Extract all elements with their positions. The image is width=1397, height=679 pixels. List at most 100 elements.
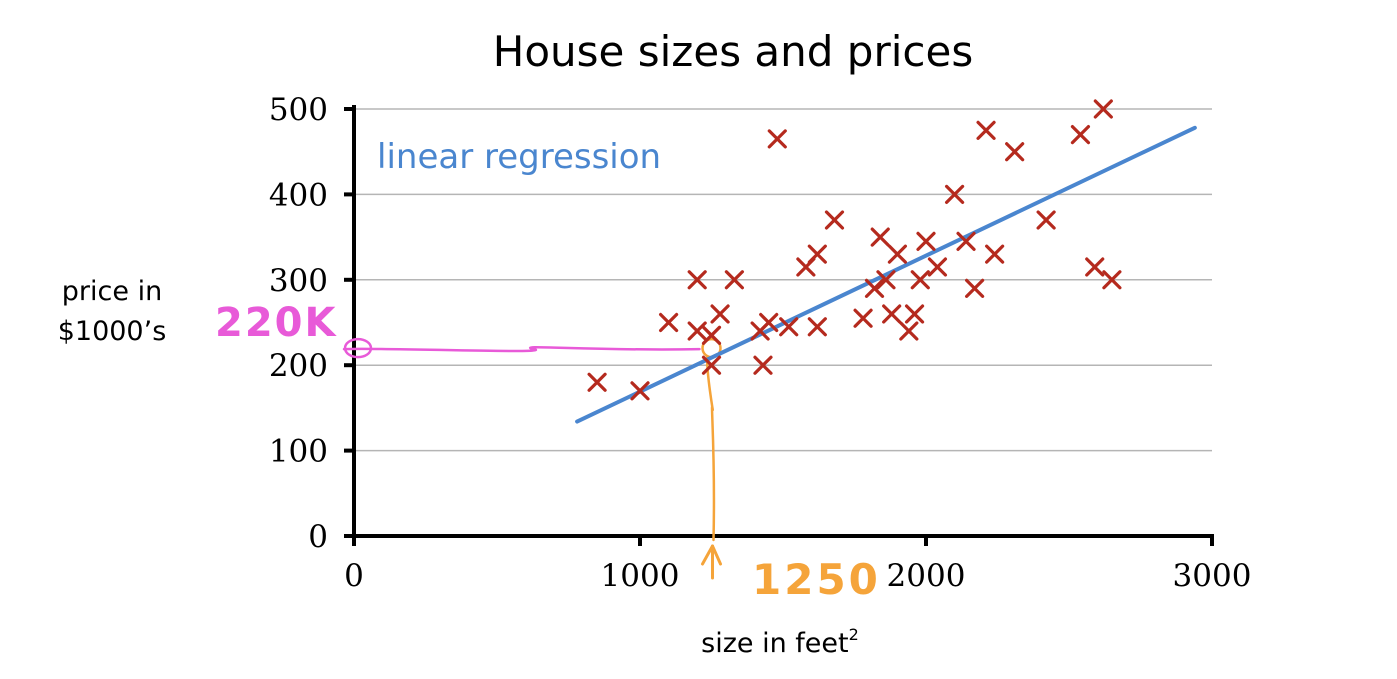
data-point-stroke-b — [767, 129, 787, 149]
data-point-stroke-b — [779, 317, 799, 337]
data-point-stroke-b — [701, 355, 722, 375]
data-point-4 — [687, 321, 707, 341]
data-point-stroke-b — [658, 312, 679, 333]
data-point-stroke-b — [870, 227, 890, 247]
y-tick-label-500: 500 — [269, 92, 328, 128]
data-point-stroke-b — [927, 257, 948, 277]
data-point-37 — [1085, 257, 1105, 277]
data-point-31 — [965, 278, 985, 298]
data-point-28 — [927, 257, 948, 277]
data-point-12 — [767, 129, 787, 149]
x-axis-label-text: size in feet — [701, 628, 848, 659]
data-point-5 — [701, 325, 722, 345]
data-point-39 — [1102, 270, 1122, 290]
data-point-stroke-b — [724, 270, 744, 290]
data-point-27 — [916, 231, 936, 251]
price-axis-circle — [343, 337, 373, 359]
data-point-stroke-b — [910, 270, 930, 290]
data-point-3 — [687, 270, 707, 290]
data-point-stroke-b — [985, 244, 1005, 264]
data-point-11 — [759, 312, 779, 333]
data-point-stroke-b — [710, 304, 730, 324]
data-point-25 — [904, 304, 925, 324]
data-point-6 — [701, 355, 722, 375]
input-size-label: 1250 — [752, 555, 881, 604]
data-point-stroke-b — [882, 304, 902, 324]
data-point-30 — [956, 231, 976, 251]
data-point-stroke-b — [1070, 125, 1091, 145]
data-point-0 — [587, 372, 607, 392]
data-point-stroke-b — [630, 381, 650, 401]
x-tick-label-3000: 3000 — [1173, 558, 1252, 594]
data-point-33 — [985, 244, 1005, 264]
data-point-stroke-b — [701, 325, 722, 345]
data-point-stroke-b — [904, 304, 925, 324]
data-point-16 — [807, 317, 827, 337]
data-point-13 — [779, 317, 799, 337]
data-point-stroke-b — [759, 312, 779, 333]
data-point-stroke-b — [1093, 99, 1113, 119]
data-point-38 — [1093, 99, 1113, 119]
data-point-10 — [753, 355, 773, 375]
y-tick-label-300: 300 — [269, 263, 328, 299]
data-point-23 — [887, 244, 908, 264]
data-point-stroke-b — [753, 355, 773, 375]
data-point-19 — [864, 278, 885, 298]
data-point-stroke-b — [864, 278, 885, 298]
y-tick-label-100: 100 — [269, 434, 328, 470]
data-point-stroke-b — [956, 231, 976, 251]
data-point-stroke-b — [916, 231, 936, 251]
regression-line — [575, 125, 1197, 424]
x-axis-label-superscript: 2 — [849, 625, 859, 644]
data-point-17 — [824, 210, 845, 230]
data-point-stroke-b — [687, 270, 707, 290]
data-point-stroke-b — [1102, 270, 1122, 290]
predicted-price-label: 220K — [215, 300, 338, 346]
data-point-stroke-b — [807, 244, 827, 264]
data-point-2 — [658, 312, 679, 333]
data-point-20 — [870, 227, 890, 247]
y-tick-label-200: 200 — [269, 348, 328, 384]
y-tick-label-400: 400 — [269, 177, 328, 213]
x-tick-label-0: 0 — [344, 558, 364, 594]
data-point-stroke-b — [944, 184, 965, 204]
y-axis-label-line-2: $1000’s — [58, 316, 167, 347]
data-point-stroke-b — [876, 270, 896, 290]
regression-line-group — [575, 125, 1197, 424]
data-point-22 — [882, 304, 902, 324]
data-point-stroke-b — [965, 278, 985, 298]
data-point-stroke-b — [687, 321, 707, 341]
data-point-stroke-b — [1005, 142, 1025, 162]
size-guide-line — [705, 354, 716, 542]
data-point-35 — [1036, 210, 1056, 230]
data-point-stroke-b — [1036, 210, 1056, 230]
y-axis-label-line-1: price in — [62, 276, 162, 307]
y-tick-label-0: 0 — [308, 519, 328, 555]
data-point-stroke-b — [853, 308, 873, 328]
data-point-stroke-b — [976, 120, 996, 140]
data-point-29 — [944, 184, 965, 204]
price-guide-line — [342, 346, 701, 353]
regression-label: linear regression — [377, 137, 661, 177]
data-point-15 — [807, 244, 827, 264]
data-point-24 — [899, 321, 919, 341]
axes — [344, 105, 1214, 546]
grid-lines — [354, 108, 1212, 452]
data-point-36 — [1070, 125, 1091, 145]
tick-labels: 0 100 200 300 400 500 0 1000 2000 3000 — [269, 92, 1252, 594]
x-tick-label-2000: 2000 — [887, 558, 966, 594]
hand-annotations: 220K 1250 — [215, 300, 881, 604]
data-point-stroke-b — [1085, 257, 1105, 277]
data-point-stroke-b — [587, 372, 607, 392]
data-point-stroke-b — [807, 317, 827, 337]
data-point-34 — [1005, 142, 1025, 162]
data-points — [587, 99, 1122, 401]
x-tick-label-1000: 1000 — [601, 558, 680, 594]
chart-title: House sizes and prices — [493, 27, 973, 76]
data-point-21 — [876, 270, 896, 290]
data-point-stroke-b — [887, 244, 908, 264]
data-point-26 — [910, 270, 930, 290]
x-axis-label: size in feet2 — [701, 625, 859, 659]
data-point-32 — [976, 120, 996, 140]
data-point-1 — [630, 381, 650, 401]
